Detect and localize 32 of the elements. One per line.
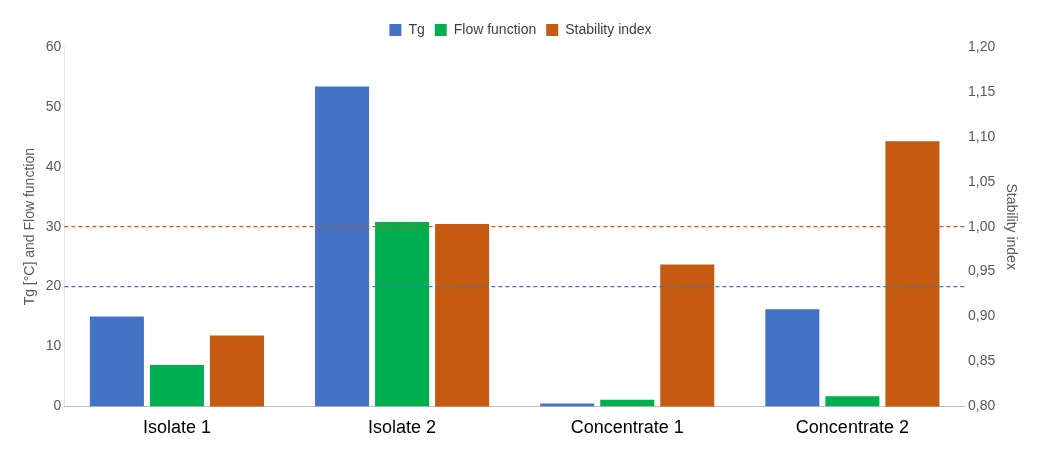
legend-label: Stability index <box>565 20 652 37</box>
bar <box>600 399 655 407</box>
y-tick-label: 50 <box>45 97 62 114</box>
y2-axis-title: Stability index <box>1003 183 1020 270</box>
x-tick-label: Concentrate 1 <box>570 417 684 438</box>
x-tick-label: Concentrate 2 <box>795 417 909 438</box>
x-tick-label: Isolate 2 <box>368 417 437 438</box>
y-tick-label: 60 <box>45 37 62 54</box>
y-axis-title: Tg [°C] and Flow function <box>21 148 38 306</box>
bar <box>765 309 820 407</box>
y-tick-label: 30 <box>45 217 62 234</box>
bar <box>375 221 430 407</box>
y2-tick-label: 1,05 <box>967 172 996 189</box>
y2-tick-label: 1,10 <box>967 127 996 144</box>
y-tick-label: 20 <box>45 277 62 294</box>
legend-label: Flow function <box>453 20 537 37</box>
y2-tick-label: 1,15 <box>967 82 996 99</box>
y2-tick-label: 0,95 <box>967 262 996 279</box>
bar <box>149 365 204 407</box>
x-tick-label: Isolate 1 <box>142 417 211 438</box>
bar <box>89 316 144 407</box>
y2-tick-label: 1,20 <box>967 37 996 54</box>
bar <box>540 403 595 407</box>
y2-tick-label: 1,00 <box>967 217 996 234</box>
legend-label: Tg <box>408 20 425 37</box>
y-tick-label: 10 <box>45 337 62 354</box>
y2-tick-label: 0,80 <box>967 397 996 414</box>
y-tick-label: 40 <box>45 157 62 174</box>
y-tick-label: 0 <box>53 397 62 414</box>
y2-tick-label: 0,90 <box>967 307 996 324</box>
y2-tick-label: 0,85 <box>967 352 996 369</box>
bar <box>825 396 880 407</box>
